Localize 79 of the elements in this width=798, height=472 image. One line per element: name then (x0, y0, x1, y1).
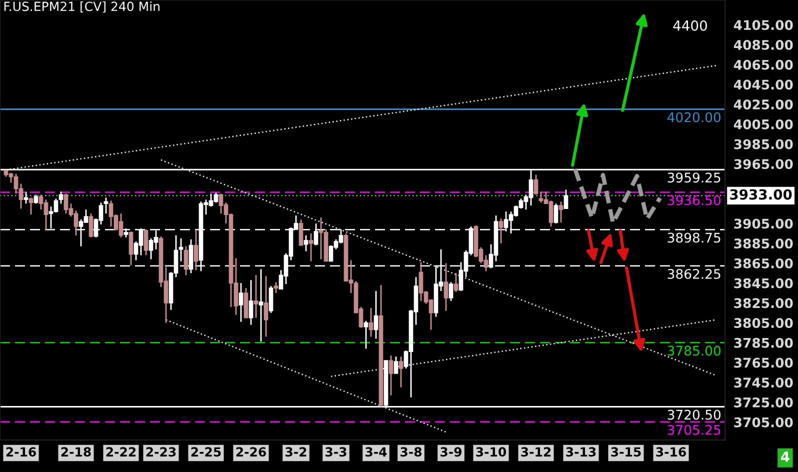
y-tick-label: 3845.00 (734, 278, 793, 288)
x-tick-label: 3-12 (521, 447, 551, 457)
candlestick (264, 275, 268, 338)
candlestick (194, 230, 198, 271)
candlestick (24, 191, 28, 204)
y-tick-label: 3705.00 (734, 417, 793, 428)
candlestick (394, 356, 398, 374)
y-tick-label: 3725.00 (734, 397, 793, 408)
x-tick-label: 2-22 (106, 447, 136, 456)
y-tick-label: 4025.00 (734, 100, 793, 110)
ref-line-label: 3785.00 (668, 346, 720, 356)
candlestick (184, 246, 188, 276)
x-tick-label: 3-8 (400, 447, 422, 457)
annotation: 4400 (673, 20, 707, 31)
chart-title: F.US.EPM21 [CV] 240 Min (4, 1, 160, 13)
y-tick-label: 4085.00 (734, 40, 793, 50)
y-tick-label: 3745.00 (734, 378, 793, 388)
candlestick (554, 202, 558, 224)
x-tick-label: 2-16 (6, 447, 36, 457)
candlestick (254, 274, 258, 319)
ref-line-label: 3936.50 (668, 195, 720, 206)
y-tick-label: 4005.00 (734, 119, 793, 130)
x-tick-label: 3-4 (366, 447, 387, 457)
candlestick (398, 356, 404, 388)
ref-line-label: 3705.25 (668, 424, 720, 435)
candlestick (308, 232, 314, 262)
ref-line-label: 3898.75 (668, 232, 720, 243)
x-tick-label: 2-25 (191, 447, 221, 457)
ref-line-label: 3720.50 (668, 410, 720, 420)
candlestick (498, 218, 504, 244)
candlestick (388, 354, 394, 396)
candlestick (248, 279, 254, 326)
y-tick-label: 3825.00 (734, 298, 793, 308)
candlestick (144, 228, 148, 256)
x-tick-label: 3-15 (611, 447, 641, 457)
y-tick-label: 4065.00 (734, 60, 793, 70)
candlestick (444, 262, 448, 312)
candlestick (128, 230, 134, 266)
y-tick-label: 3785.00 (734, 338, 793, 348)
ref-line-label: 4020.00 (667, 112, 720, 122)
candlestick (454, 272, 458, 293)
candlestick (104, 196, 108, 214)
y-tick-label: 3765.00 (734, 358, 793, 368)
x-tick-label: 2-26 (236, 447, 266, 457)
candlestick (238, 282, 244, 322)
y-tick-label: 3985.00 (734, 139, 793, 150)
ref-line-label: 3933.00 (730, 189, 792, 200)
y-tick-label: 3965.00 (734, 159, 793, 170)
x-tick-label: 2-18 (61, 447, 91, 457)
x-tick-label: 3-13 (566, 447, 596, 457)
y-tick-label: 3905.00 (734, 218, 793, 229)
x-tick-label: 2-23 (146, 447, 176, 457)
candlestick (258, 268, 264, 342)
candlestick (28, 196, 34, 216)
y-tick-label: 3805.00 (734, 318, 793, 328)
candlestick (58, 191, 64, 204)
candlestick (298, 218, 304, 246)
candlestick (304, 234, 308, 252)
ref-line-label: 3862.25 (668, 268, 720, 279)
candlestick (268, 285, 274, 314)
x-tick-label: 3-3 (326, 447, 346, 457)
candlestick (374, 290, 378, 340)
y-tick-label: 4105.00 (734, 20, 793, 30)
x-tick-label: 3-16 (656, 447, 686, 457)
y-tick-label: 4045.00 (734, 80, 793, 90)
candlestick (88, 212, 94, 238)
x-tick-label: 3-2 (286, 447, 306, 457)
y-tick-label: 3885.00 (734, 238, 793, 249)
text: 4 (780, 452, 790, 462)
candlestick (564, 189, 568, 210)
y-tick-label: 3865.00 (734, 258, 793, 268)
candlestick (448, 281, 454, 302)
candlestick (558, 200, 564, 224)
x-tick-label: 3-9 (440, 447, 462, 457)
candlestick (368, 307, 374, 338)
candlestick (534, 174, 538, 196)
candlestick (274, 281, 278, 294)
ref-line-label: 3959.25 (668, 172, 720, 183)
x-tick-label: 3-10 (476, 447, 506, 457)
